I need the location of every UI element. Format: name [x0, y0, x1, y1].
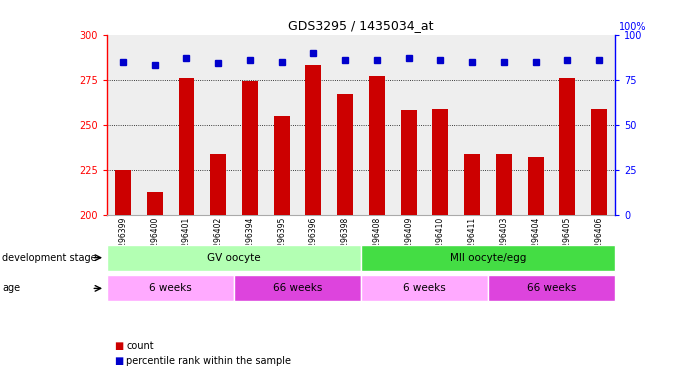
Text: ■: ■ [114, 356, 123, 366]
Text: 66 weeks: 66 weeks [527, 283, 576, 293]
Text: percentile rank within the sample: percentile rank within the sample [126, 356, 292, 366]
Bar [146, 192, 162, 215]
Text: 6 weeks: 6 weeks [149, 283, 192, 293]
Text: GV oocyte: GV oocyte [207, 253, 261, 263]
Bar [305, 65, 321, 215]
Bar [591, 109, 607, 215]
Bar [433, 109, 448, 215]
Text: development stage: development stage [2, 253, 97, 263]
Bar [496, 154, 512, 215]
Title: GDS3295 / 1435034_at: GDS3295 / 1435034_at [288, 19, 434, 32]
Text: 100%: 100% [619, 22, 647, 32]
Bar [337, 94, 353, 215]
Bar [464, 154, 480, 215]
Bar [115, 170, 131, 215]
Text: 6 weeks: 6 weeks [403, 283, 446, 293]
Bar [178, 78, 194, 215]
Bar [401, 110, 417, 215]
Text: count: count [126, 341, 154, 351]
Bar [369, 76, 385, 215]
Bar [274, 116, 290, 215]
Text: 66 weeks: 66 weeks [273, 283, 322, 293]
Text: MII oocyte/egg: MII oocyte/egg [450, 253, 527, 263]
Text: age: age [2, 283, 20, 293]
Bar [560, 78, 576, 215]
Text: ■: ■ [114, 341, 123, 351]
Bar [528, 157, 544, 215]
Bar [242, 81, 258, 215]
Bar [210, 154, 226, 215]
